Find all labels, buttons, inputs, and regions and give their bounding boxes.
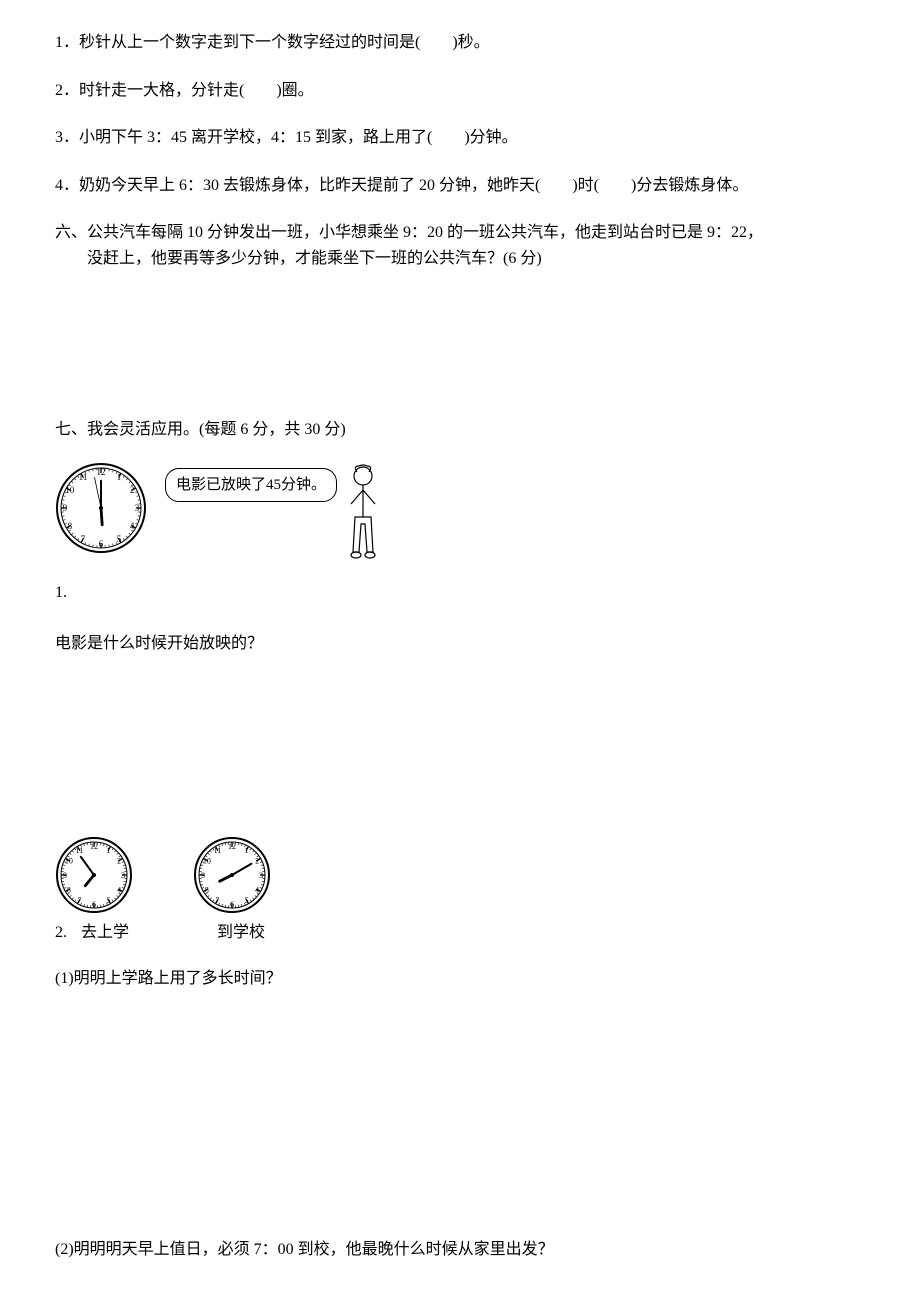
svg-text:5: 5 [245, 896, 249, 905]
question-7-2-clocks: 123456789101112 123456789101112 [55, 836, 865, 914]
svg-text:8: 8 [205, 886, 209, 895]
question-7-2-sub2: (2)明明明天早上值日，必须 7：00 到校，他最晚什么时候从家里出发？ [55, 1237, 865, 1263]
question-7-1-prompt: 电影是什么时候开始放映的？ [55, 631, 865, 657]
svg-text:12: 12 [90, 842, 98, 851]
svg-text:11: 11 [214, 846, 222, 855]
question-4: 4．奶奶今天早上 6：30 去锻炼身体，比昨天提前了 20 分钟，她昨天( )时… [55, 173, 865, 199]
svg-text:10: 10 [65, 857, 73, 866]
section-6-line1: 六、公共汽车每隔 10 分钟发出一班，小华想乘坐 9：20 的一班公共汽车，他走… [55, 220, 865, 246]
svg-text:11: 11 [76, 846, 84, 855]
svg-text:5: 5 [117, 534, 122, 544]
svg-text:7: 7 [81, 534, 86, 544]
svg-text:2: 2 [117, 857, 121, 866]
svg-text:2: 2 [255, 857, 259, 866]
svg-text:4: 4 [117, 886, 121, 895]
svg-text:10: 10 [203, 857, 211, 866]
section-7-title: 七、我会灵活应用。(每题 6 分，共 30 分) [55, 417, 865, 443]
section-6-line2: 没赶上，他要再等多少分钟，才能乘坐下一班的公共汽车？(6 分) [55, 246, 865, 272]
svg-text:11: 11 [79, 472, 88, 482]
svg-text:8: 8 [67, 886, 71, 895]
question-3: 3．小明下午 3：45 离开学校，4：15 到家，路上用了( )分钟。 [55, 125, 865, 151]
svg-text:6: 6 [230, 900, 234, 909]
clock-2-label: 去上学 [81, 920, 129, 946]
person-illustration [343, 462, 383, 572]
svg-text:10: 10 [65, 485, 75, 495]
svg-text:6: 6 [92, 900, 96, 909]
svg-text:9: 9 [63, 871, 67, 880]
question-7-1-row: 123456789101112 电影已放映了45分钟。 [55, 462, 865, 572]
svg-text:9: 9 [201, 871, 205, 880]
svg-text:4: 4 [130, 521, 135, 531]
svg-text:1: 1 [245, 846, 249, 855]
svg-text:3: 3 [121, 871, 125, 880]
svg-text:5: 5 [107, 896, 111, 905]
svg-text:4: 4 [255, 886, 259, 895]
clock-1: 123456789101112 [55, 462, 147, 554]
svg-text:3: 3 [259, 871, 263, 880]
question-7-1-number: 1. [55, 580, 865, 606]
question-7-2-labels-row: 2. 去上学 到学校 [55, 920, 865, 946]
clock-3-label: 到学校 [217, 920, 265, 946]
svg-text:8: 8 [68, 521, 73, 531]
svg-text:1: 1 [107, 846, 111, 855]
svg-text:12: 12 [97, 467, 106, 477]
question-7-2-sub1: (1)明明上学路上用了多长时间？ [55, 966, 865, 992]
svg-text:1: 1 [117, 472, 122, 482]
svg-text:2: 2 [130, 485, 135, 495]
question-7-2-number: 2. [55, 920, 67, 946]
svg-text:6: 6 [99, 539, 104, 549]
svg-text:7: 7 [216, 896, 220, 905]
clock-3: 123456789101112 [193, 836, 271, 914]
speech-bubble: 电影已放映了45分钟。 [165, 468, 337, 502]
question-2: 2．时针走一大格，分针走( )圈。 [55, 78, 865, 104]
svg-text:3: 3 [135, 503, 140, 513]
section-6: 六、公共汽车每隔 10 分钟发出一班，小华想乘坐 9：20 的一班公共汽车，他走… [55, 220, 865, 271]
svg-text:9: 9 [63, 503, 68, 513]
svg-text:7: 7 [78, 896, 82, 905]
svg-text:12: 12 [228, 842, 236, 851]
question-1: 1．秒针从上一个数字走到下一个数字经过的时间是( )秒。 [55, 30, 865, 56]
clock-2: 123456789101112 [55, 836, 133, 914]
